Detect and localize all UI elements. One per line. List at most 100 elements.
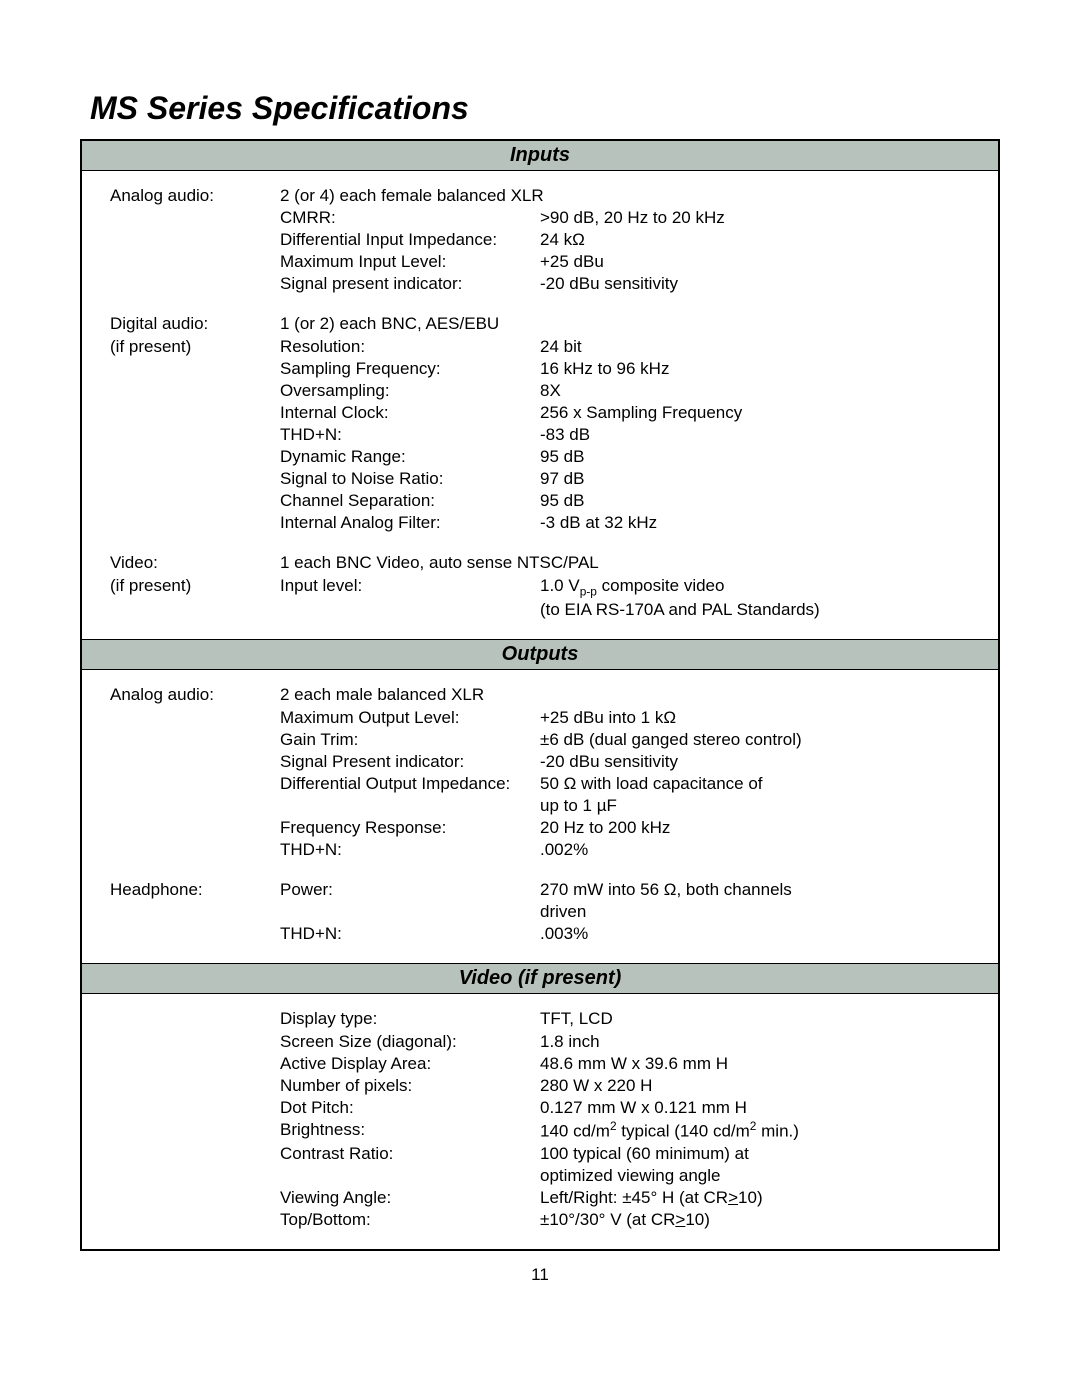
page-number: 11	[80, 1265, 1000, 1285]
spec-key: Channel Separation:	[280, 490, 540, 512]
spec-key: Differential Input Impedance:	[280, 229, 540, 251]
spec-row: Sampling Frequency:16 kHz to 96 kHz	[280, 358, 978, 380]
spec-value: (to EIA RS-170A and PAL Standards)	[540, 599, 978, 621]
section-body: Display type:TFT, LCDScreen Size (diagon…	[82, 994, 998, 1249]
section-body: Analog audio:2 (or 4) each female balanc…	[82, 171, 998, 639]
group-content: Display type:TFT, LCDScreen Size (diagon…	[280, 1008, 978, 1231]
spec-value: 16 kHz to 96 kHz	[540, 358, 978, 380]
spec-key: THD+N:	[280, 923, 540, 945]
spec-row: Viewing Angle:Left/Right: ±45° H (at CR>…	[280, 1187, 978, 1209]
spec-key: Dot Pitch:	[280, 1097, 540, 1119]
spec-key: Gain Trim:	[280, 729, 540, 751]
spec-row: Signal to Noise Ratio:97 dB	[280, 468, 978, 490]
spec-key: Dynamic Range:	[280, 446, 540, 468]
spec-key: Resolution:	[280, 336, 540, 358]
spec-key: Number of pixels:	[280, 1075, 540, 1097]
spec-key: Input level:	[280, 575, 540, 600]
spec-value: +25 dBu into 1 kΩ	[540, 707, 978, 729]
spec-value: 270 mW into 56 Ω, both channels	[540, 879, 978, 901]
spec-key	[280, 1165, 540, 1187]
spec-key: Power:	[280, 879, 540, 901]
spec-value: 140 cd/m2 typical (140 cd/m2 min.)	[540, 1119, 978, 1143]
spec-row: Screen Size (diagonal):1.8 inch	[280, 1031, 978, 1053]
spec-value: 1.8 inch	[540, 1031, 978, 1053]
spec-row: THD+N:.003%	[280, 923, 978, 945]
spec-key: THD+N:	[280, 424, 540, 446]
spec-value: 95 dB	[540, 446, 978, 468]
group-content: Power:270 mW into 56 Ω, both channelsdri…	[280, 879, 978, 945]
spec-value: -3 dB at 32 kHz	[540, 512, 978, 534]
spec-table: InputsAnalog audio:2 (or 4) each female …	[80, 139, 1000, 1251]
group-label: Analog audio:	[110, 185, 280, 295]
spec-row: Brightness:140 cd/m2 typical (140 cd/m2 …	[280, 1119, 978, 1143]
spec-row: Dynamic Range:95 dB	[280, 446, 978, 468]
spec-row: optimized viewing angle	[280, 1165, 978, 1187]
group-label: Digital audio:(if present)	[110, 313, 280, 534]
spec-value: up to 1 µF	[540, 795, 978, 817]
spec-row: Power:270 mW into 56 Ω, both channels	[280, 879, 978, 901]
spec-key: Viewing Angle:	[280, 1187, 540, 1209]
spec-row: Oversampling:8X	[280, 380, 978, 402]
spec-row: Internal Analog Filter:-3 dB at 32 kHz	[280, 512, 978, 534]
spec-group: Display type:TFT, LCDScreen Size (diagon…	[110, 1008, 978, 1231]
spec-key: Active Display Area:	[280, 1053, 540, 1075]
spec-key: Sampling Frequency:	[280, 358, 540, 380]
spec-row: Display type:TFT, LCD	[280, 1008, 978, 1030]
group-lead: 1 (or 2) each BNC, AES/EBU	[280, 313, 978, 335]
spec-row: Maximum Output Level:+25 dBu into 1 kΩ	[280, 707, 978, 729]
spec-value: .003%	[540, 923, 978, 945]
spec-row: Differential Output Impedance:50 Ω with …	[280, 773, 978, 795]
page-title: MS Series Specifications	[90, 90, 990, 127]
spec-row: (to EIA RS-170A and PAL Standards)	[280, 599, 978, 621]
spec-value: 48.6 mm W x 39.6 mm H	[540, 1053, 978, 1075]
group-label: Headphone:	[110, 879, 280, 945]
spec-value: 24 bit	[540, 336, 978, 358]
group-content: 2 each male balanced XLRMaximum Output L…	[280, 684, 978, 861]
spec-row: THD+N:.002%	[280, 839, 978, 861]
spec-value: driven	[540, 901, 978, 923]
spec-row: Contrast Ratio:100 typical (60 minimum) …	[280, 1143, 978, 1165]
spec-value: 100 typical (60 minimum) at	[540, 1143, 978, 1165]
spec-value: .002%	[540, 839, 978, 861]
group-content: 2 (or 4) each female balanced XLRCMRR:>9…	[280, 185, 978, 295]
spec-value: optimized viewing angle	[540, 1165, 978, 1187]
group-label	[110, 1008, 280, 1231]
spec-group: Video:(if present)1 each BNC Video, auto…	[110, 552, 978, 621]
spec-row: Gain Trim:±6 dB (dual ganged stereo cont…	[280, 729, 978, 751]
spec-row: Channel Separation:95 dB	[280, 490, 978, 512]
spec-value: TFT, LCD	[540, 1008, 978, 1030]
group-label: Video:(if present)	[110, 552, 280, 621]
spec-key: THD+N:	[280, 839, 540, 861]
spec-key	[280, 795, 540, 817]
spec-value: 24 kΩ	[540, 229, 978, 251]
spec-value: 1.0 Vp-p composite video	[540, 575, 978, 600]
spec-row: Dot Pitch:0.127 mm W x 0.121 mm H	[280, 1097, 978, 1119]
spec-row: CMRR:>90 dB, 20 Hz to 20 kHz	[280, 207, 978, 229]
group-lead: 1 each BNC Video, auto sense NTSC/PAL	[280, 552, 978, 574]
spec-row: Input level:1.0 Vp-p composite video	[280, 575, 978, 600]
spec-key: Display type:	[280, 1008, 540, 1030]
spec-key: Internal Clock:	[280, 402, 540, 424]
spec-row: Signal present indicator:-20 dBu sensiti…	[280, 273, 978, 295]
spec-value: Left/Right: ±45° H (at CR>10)	[540, 1187, 978, 1209]
spec-group: Headphone:Power:270 mW into 56 Ω, both c…	[110, 879, 978, 945]
spec-value: 95 dB	[540, 490, 978, 512]
spec-key: CMRR:	[280, 207, 540, 229]
spec-row: THD+N:-83 dB	[280, 424, 978, 446]
spec-row: up to 1 µF	[280, 795, 978, 817]
spec-key: Contrast Ratio:	[280, 1143, 540, 1165]
spec-row: Frequency Response:20 Hz to 200 kHz	[280, 817, 978, 839]
spec-value: 8X	[540, 380, 978, 402]
spec-row: Number of pixels:280 W x 220 H	[280, 1075, 978, 1097]
section-header: Video (if present)	[82, 963, 998, 994]
spec-value: -20 dBu sensitivity	[540, 273, 978, 295]
spec-group: Analog audio:2 (or 4) each female balanc…	[110, 185, 978, 295]
spec-group: Digital audio:(if present)1 (or 2) each …	[110, 313, 978, 534]
spec-value: 280 W x 220 H	[540, 1075, 978, 1097]
spec-value: 0.127 mm W x 0.121 mm H	[540, 1097, 978, 1119]
group-content: 1 (or 2) each BNC, AES/EBUResolution:24 …	[280, 313, 978, 534]
spec-row: Signal Present indicator:-20 dBu sensiti…	[280, 751, 978, 773]
spec-row: Differential Input Impedance:24 kΩ	[280, 229, 978, 251]
spec-value: -83 dB	[540, 424, 978, 446]
spec-key: Brightness:	[280, 1119, 540, 1143]
